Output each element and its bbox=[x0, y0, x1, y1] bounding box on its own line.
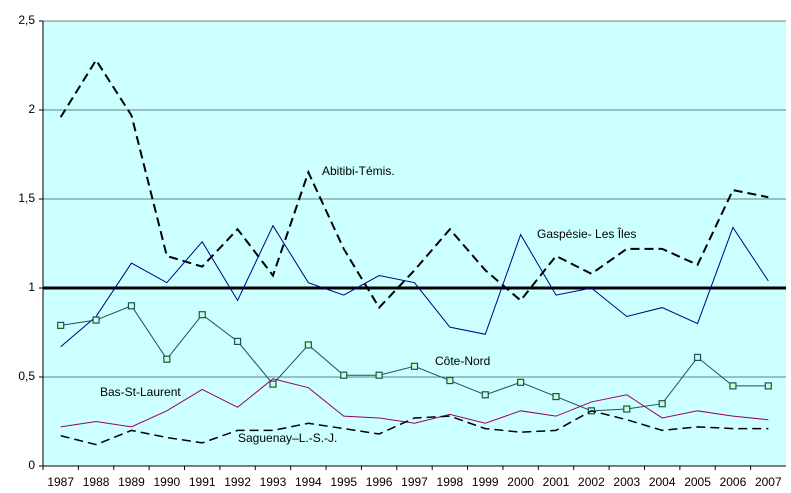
x-tick-label: 2006 bbox=[720, 475, 747, 489]
point-marker bbox=[127, 302, 136, 310]
point-marker bbox=[163, 355, 171, 363]
point-marker bbox=[764, 382, 772, 390]
y-tick-label: 0 bbox=[28, 458, 35, 472]
point-marker bbox=[304, 341, 312, 349]
y-tick-label: 2 bbox=[28, 102, 35, 116]
point-marker bbox=[410, 362, 419, 370]
x-tick-label: 2003 bbox=[613, 475, 640, 489]
x-tick-label: 1999 bbox=[472, 475, 499, 489]
series-line bbox=[59, 58, 769, 310]
point-marker bbox=[340, 371, 348, 379]
y-tick-label: 0,5 bbox=[18, 369, 35, 383]
series-line bbox=[60, 378, 769, 428]
point-marker bbox=[57, 321, 65, 329]
series-label: Gaspésie- Les Îles bbox=[537, 226, 636, 241]
point-marker bbox=[92, 316, 100, 324]
point-marker bbox=[693, 353, 702, 362]
point-marker bbox=[233, 337, 242, 345]
x-tick-label: 1989 bbox=[118, 475, 145, 489]
x-tick-label: 1992 bbox=[224, 475, 251, 489]
y-tick-label: 1 bbox=[28, 280, 35, 294]
x-tick-label: 2000 bbox=[507, 475, 534, 489]
plot-area bbox=[43, 21, 786, 466]
point-marker bbox=[198, 311, 206, 319]
point-marker bbox=[375, 371, 383, 379]
point-marker bbox=[517, 378, 525, 386]
x-tick-label: 1987 bbox=[47, 475, 74, 489]
point-marker bbox=[552, 392, 560, 401]
x-tick-label: 1988 bbox=[83, 475, 110, 489]
series-line bbox=[60, 224, 769, 348]
y-tick-label: 1,5 bbox=[18, 191, 35, 205]
series-label: Bas-St-Laurent bbox=[100, 385, 181, 399]
point-marker bbox=[269, 380, 277, 388]
x-tick-label: 1993 bbox=[260, 475, 287, 489]
point-marker bbox=[481, 391, 489, 399]
x-tick-label: 1997 bbox=[401, 475, 428, 489]
x-tick-label: 2002 bbox=[578, 475, 605, 489]
x-tick-label: 2007 bbox=[755, 475, 782, 489]
series-line bbox=[60, 410, 769, 446]
x-tick-label: 1996 bbox=[366, 475, 393, 489]
point-marker bbox=[658, 400, 666, 408]
x-tick-label: 1990 bbox=[153, 475, 180, 489]
x-tick-label: 1994 bbox=[295, 475, 322, 489]
x-tick-label: 1995 bbox=[330, 475, 357, 489]
y-tick-label: 2,5 bbox=[18, 13, 35, 27]
x-tick-label: 1998 bbox=[437, 475, 464, 489]
x-tick-label: 1991 bbox=[189, 475, 216, 489]
series-label: Saguenay–L.-S.-J. bbox=[238, 431, 337, 445]
point-marker bbox=[729, 382, 737, 390]
x-tick-label: 2004 bbox=[649, 475, 676, 489]
series-label: Abitibi-Témis. bbox=[322, 164, 395, 178]
point-marker bbox=[623, 405, 631, 413]
point-marker bbox=[446, 376, 454, 385]
series-label: Côte-Nord bbox=[435, 354, 490, 368]
x-tick-label: 2001 bbox=[543, 475, 570, 489]
x-tick-label: 2005 bbox=[684, 475, 711, 489]
